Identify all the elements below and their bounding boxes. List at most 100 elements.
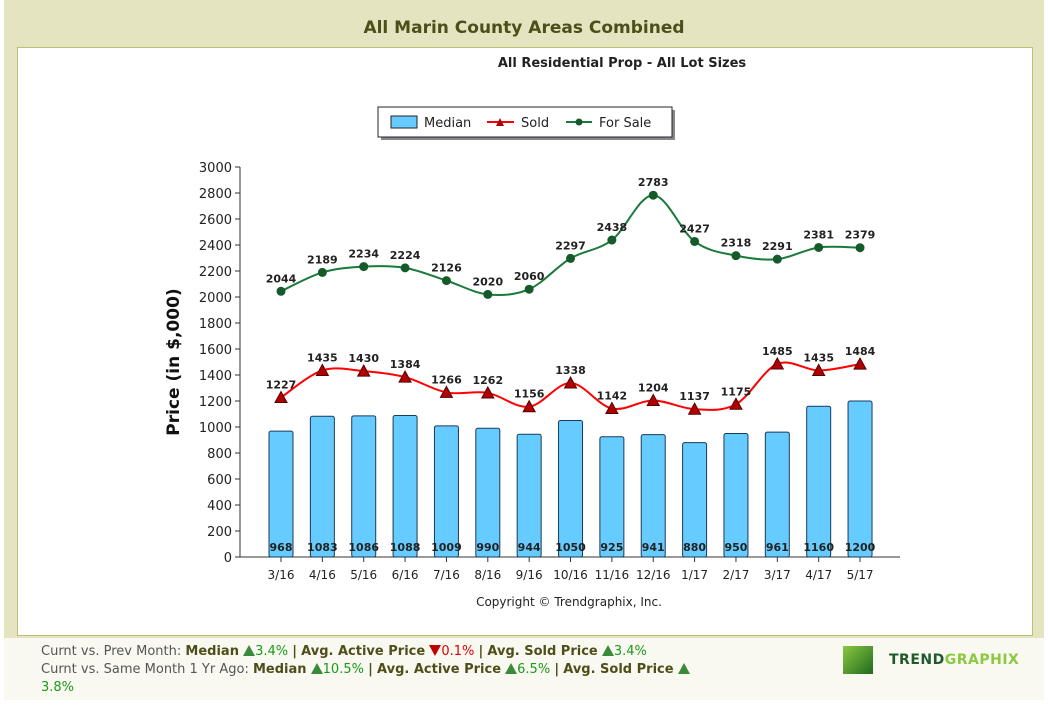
bar-median [764,431,790,558]
y-tick-label: 0 [224,551,232,566]
logo-text-b: GRAPHIX [944,652,1020,668]
data-label-for-sale: 2126 [431,262,462,275]
y-tick-label: 2200 [199,265,232,280]
separator: | [478,644,484,659]
x-tick-label: 3/16 [268,568,295,582]
y-tick-label: 1000 [199,421,232,436]
y-tick-label: 800 [207,447,232,462]
bar-label: 968 [270,541,293,554]
up-arrow-icon [243,645,256,656]
sold-price-change: 3.8% [41,680,75,695]
x-tick-label: 6/16 [392,568,419,582]
data-label-for-sale: 2297 [555,239,586,252]
marker-for-sale [855,243,865,253]
bar-label: 880 [683,541,706,554]
bar-label: 1083 [307,541,338,554]
bar-median [475,427,501,558]
bar-median [847,400,873,558]
marker-for-sale [607,235,617,245]
marker-for-sale [690,236,700,246]
marker-sold [811,363,826,376]
marker-for-sale [359,262,369,272]
marker-for-sale [441,276,451,286]
data-label-for-sale: 2189 [307,253,338,266]
y-tick-label: 1400 [199,369,232,384]
y-tick-label: 1200 [199,395,232,410]
data-label-sold: 1430 [348,352,379,365]
y-tick-label: 2000 [199,291,232,306]
bar-label: 925 [600,541,623,554]
trendgraphix-logo[interactable]: TRENDGRAPHIX [843,645,1033,675]
data-label-for-sale: 2381 [803,228,834,241]
y-tick-label: 400 [207,499,232,514]
stats-prev-month: Curnt vs. Prev Month: Median 3.4% | Avg.… [41,643,701,661]
separator: | [292,644,298,659]
x-tick-label: 1/17 [681,568,708,582]
active-price-label: Avg. Active Price [301,644,426,659]
y-tick-label: 2600 [199,213,232,228]
y-tick-label: 1800 [199,317,232,332]
marker-for-sale [772,254,782,264]
marker-for-sale [731,251,741,261]
bar-median [268,430,294,558]
x-tick-label: 9/16 [516,568,543,582]
bar-label: 950 [724,541,747,554]
bar-label: 1200 [845,541,876,554]
bar-median [640,434,666,558]
separator: | [368,662,373,677]
marker-sold [563,376,578,389]
data-label-for-sale: 2291 [762,240,793,253]
bar-median [309,415,335,558]
data-label-sold: 1435 [307,351,338,364]
up-arrow-icon [505,663,518,674]
separator: | [554,662,560,677]
sold-price-label: Avg. Sold Price [563,662,674,677]
y-axis-label: Price (in $,000) [164,288,184,435]
x-tick-label: 10/16 [553,568,588,582]
marker-for-sale [317,267,327,277]
bar-median [392,415,418,558]
data-label-sold: 1266 [431,373,462,386]
logo-text-a: TREND [889,652,945,668]
bar-median [516,433,542,558]
y-tick-label: 200 [207,525,232,540]
up-arrow-icon [310,663,323,674]
copyright: Copyright © Trendgraphix, Inc. [476,595,662,609]
active-price-change: 6.5% [517,662,551,677]
marker-sold [439,385,454,398]
x-tick-label: 5/16 [350,568,377,582]
data-label-for-sale: 2318 [721,237,752,250]
marker-sold [315,363,330,376]
x-tick-label: 12/16 [636,568,671,582]
data-label-for-sale: 2783 [638,176,669,189]
x-tick-label: 4/17 [805,568,832,582]
y-tick-label: 1600 [199,343,232,358]
data-label-for-sale: 2427 [679,222,710,235]
data-label-sold: 1142 [597,390,628,403]
bar-median [599,436,625,558]
legend [377,106,673,138]
y-tick-label: 2400 [199,239,232,254]
legend-marker-sold [496,118,504,126]
bar-label: 961 [766,541,789,554]
sold-price-label: Avg. Sold Price [487,644,598,659]
marker-for-sale [276,286,286,296]
bar-label: 1088 [390,541,421,554]
bar-label: 1160 [803,541,834,554]
down-arrow-icon [429,645,442,656]
up-arrow-icon [601,645,614,656]
data-label-sold: 1204 [638,381,669,394]
bar-label: 944 [518,541,541,554]
up-arrow-icon [677,663,690,674]
marker-sold [646,393,661,406]
marker-for-sale [648,190,658,200]
marker-sold [356,364,371,377]
marker-for-sale [483,289,493,299]
marker-sold [480,385,495,399]
median-label: Median [185,644,239,659]
stats-year-ago: Curnt vs. Same Month 1 Yr Ago: Median 10… [41,661,701,697]
data-label-sold: 1262 [472,374,503,387]
bar-median [806,405,832,558]
x-tick-label: 4/16 [309,568,336,582]
